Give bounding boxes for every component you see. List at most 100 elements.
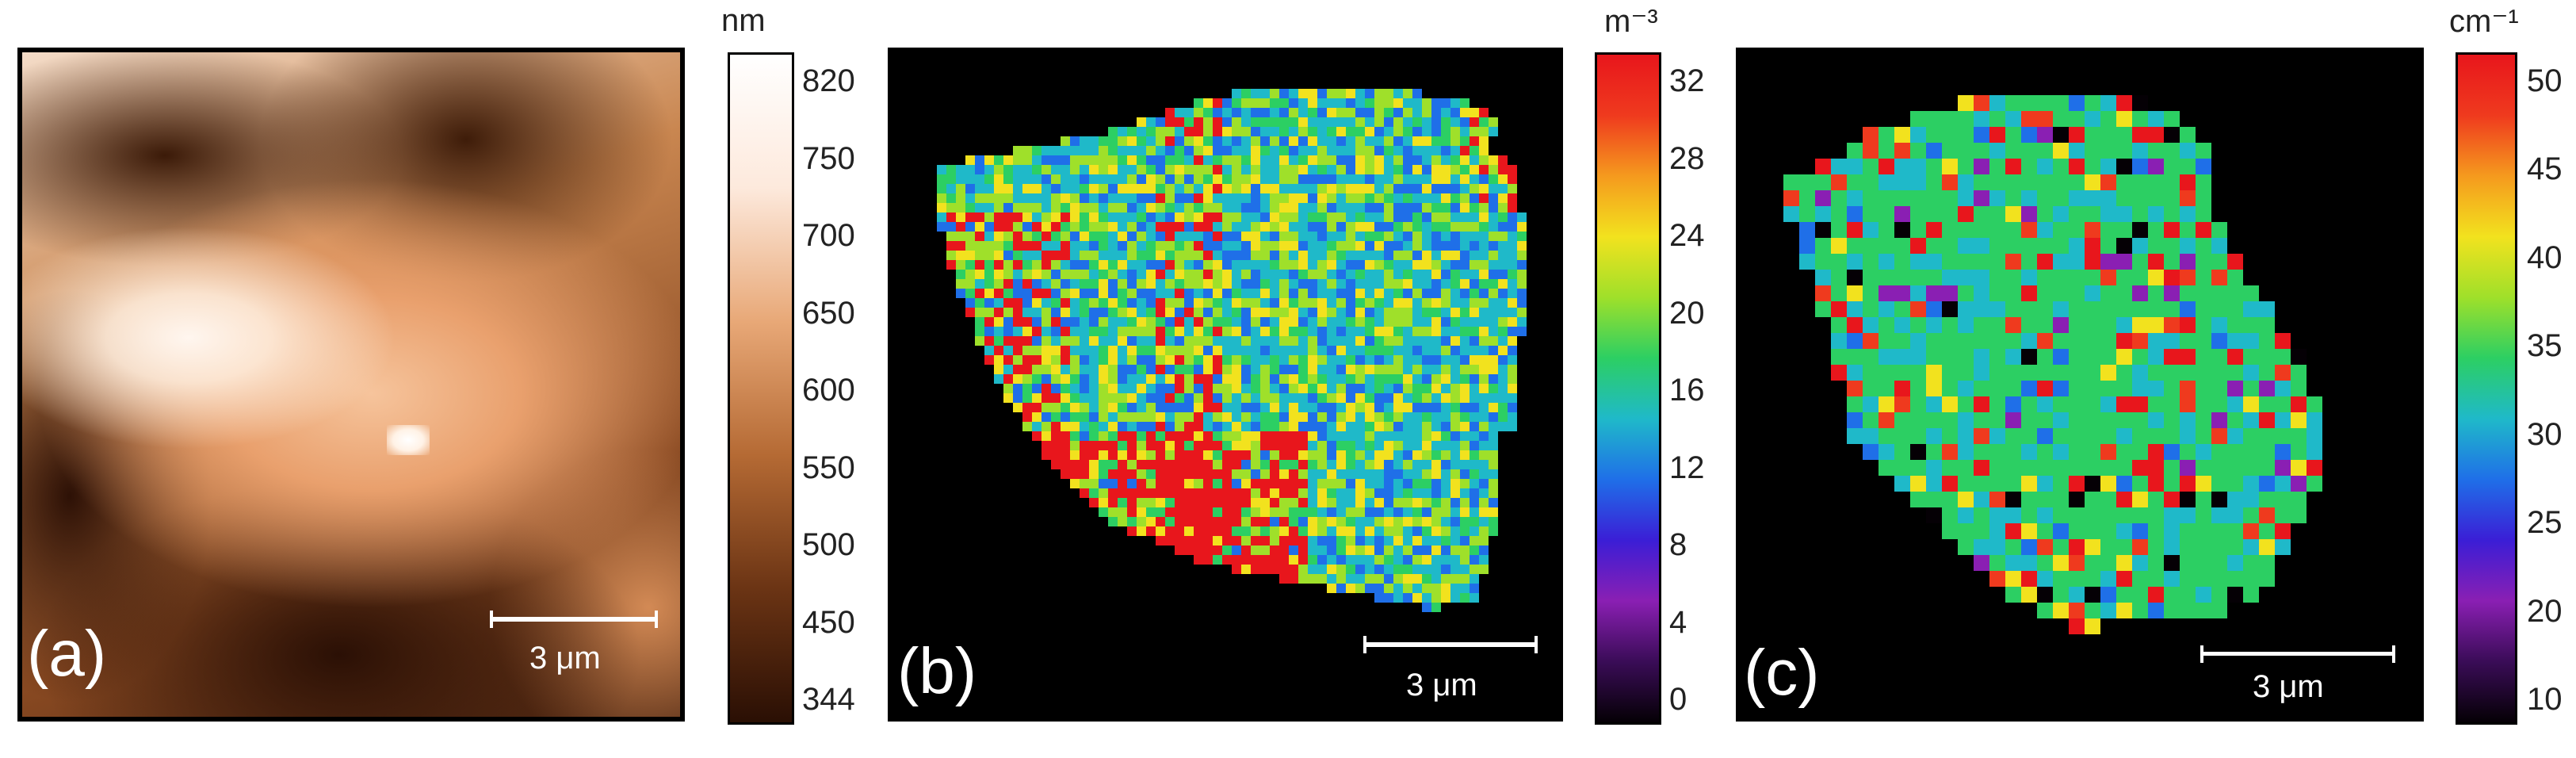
density-pixel bbox=[1374, 574, 1384, 584]
density-pixel bbox=[1156, 317, 1165, 327]
density-pixel bbox=[1431, 603, 1441, 612]
density-pixel bbox=[1146, 469, 1156, 479]
absorption-pixel bbox=[2053, 381, 2069, 396]
density-pixel bbox=[1137, 450, 1146, 460]
density-pixel bbox=[994, 327, 1003, 336]
absorption-pixel bbox=[2259, 301, 2275, 317]
density-pixel bbox=[1061, 279, 1070, 289]
density-pixel bbox=[1061, 450, 1070, 460]
density-pixel bbox=[1355, 308, 1365, 317]
density-pixel bbox=[1099, 174, 1108, 184]
density-pixel bbox=[1374, 584, 1384, 593]
density-pixel bbox=[1184, 546, 1194, 555]
density-pixel bbox=[1070, 393, 1080, 403]
density-pixel bbox=[1213, 203, 1222, 212]
absorption-pixel bbox=[2053, 301, 2069, 317]
absorption-pixel bbox=[2180, 412, 2196, 428]
density-pixel bbox=[1422, 517, 1431, 526]
absorption-pixel bbox=[2085, 444, 2100, 460]
absorption-pixel bbox=[1863, 238, 1878, 254]
absorption-pixel bbox=[1974, 349, 1989, 365]
density-pixel bbox=[1355, 193, 1365, 203]
density-pixel bbox=[1431, 507, 1441, 517]
density-pixel bbox=[1061, 308, 1070, 317]
density-pixel bbox=[1470, 555, 1479, 565]
density-pixel bbox=[1080, 270, 1089, 279]
density-pixel bbox=[1355, 346, 1365, 355]
absorption-pixel bbox=[2005, 143, 2021, 159]
density-pixel bbox=[1241, 393, 1251, 403]
density-pixel bbox=[1022, 355, 1032, 365]
absorption-pixel bbox=[1974, 539, 1989, 555]
density-pixel bbox=[1156, 441, 1165, 450]
density-pixel bbox=[1137, 365, 1146, 374]
absorption-pixel bbox=[2196, 460, 2211, 476]
density-pixel bbox=[1365, 317, 1374, 327]
density-pixel bbox=[1308, 136, 1317, 146]
density-pixel bbox=[1450, 507, 1460, 517]
density-pixel bbox=[1470, 450, 1479, 460]
density-pixel bbox=[1450, 108, 1460, 117]
density-pixel bbox=[956, 270, 965, 279]
density-pixel bbox=[1118, 184, 1127, 193]
absorption-pixel bbox=[1894, 412, 1910, 428]
density-pixel bbox=[1450, 336, 1460, 346]
density-pixel bbox=[1279, 327, 1289, 336]
density-pixel bbox=[1222, 384, 1232, 393]
density-pixel bbox=[1393, 546, 1403, 555]
density-pixel bbox=[1089, 412, 1099, 422]
density-pixel bbox=[1279, 546, 1289, 555]
density-pixel bbox=[1003, 365, 1013, 374]
density-pixel bbox=[1080, 308, 1089, 317]
absorption-pixel bbox=[2100, 539, 2116, 555]
density-pixel bbox=[1317, 174, 1327, 184]
density-pixel bbox=[1070, 241, 1080, 251]
density-pixel bbox=[1441, 460, 1450, 469]
density-pixel bbox=[1137, 403, 1146, 412]
density-pixel bbox=[1232, 479, 1241, 488]
absorption-pixel bbox=[2116, 603, 2132, 618]
density-pixel bbox=[1412, 289, 1422, 298]
density-pixel bbox=[1251, 517, 1260, 526]
absorption-pixel bbox=[1926, 507, 1942, 523]
absorption-pixel bbox=[1989, 285, 2005, 301]
density-pixel bbox=[1479, 222, 1489, 232]
density-pixel bbox=[1022, 403, 1032, 412]
density-pixel bbox=[1355, 165, 1365, 174]
absorption-pixel bbox=[1910, 222, 1926, 238]
absorption-pixel bbox=[1894, 270, 1910, 285]
absorption-pixel bbox=[1878, 365, 1894, 381]
density-pixel bbox=[1127, 165, 1137, 174]
density-pixel bbox=[1213, 232, 1222, 241]
density-pixel bbox=[965, 232, 975, 241]
density-pixel bbox=[1165, 222, 1175, 232]
density-pixel bbox=[1317, 441, 1327, 450]
absorption-pixel bbox=[2021, 159, 2037, 174]
density-pixel bbox=[1298, 517, 1308, 526]
density-pixel bbox=[1470, 127, 1479, 136]
density-pixel bbox=[1222, 536, 1232, 546]
density-pixel bbox=[1184, 403, 1194, 412]
density-pixel bbox=[1003, 174, 1013, 184]
density-pixel bbox=[1479, 555, 1489, 565]
density-pixel bbox=[1251, 155, 1260, 165]
density-pixel bbox=[1061, 403, 1070, 412]
density-pixel bbox=[1384, 526, 1393, 536]
density-pixel bbox=[1222, 498, 1232, 507]
density-pixel bbox=[1108, 260, 1118, 270]
density-pixel bbox=[1251, 374, 1260, 384]
density-pixel bbox=[1308, 155, 1317, 165]
absorption-pixel bbox=[2116, 460, 2132, 476]
density-pixel bbox=[1108, 203, 1118, 212]
colorbar-tick-label: 35 bbox=[2527, 328, 2563, 364]
absorption-pixel bbox=[1926, 174, 1942, 190]
density-pixel bbox=[946, 212, 956, 222]
density-pixel bbox=[1279, 270, 1289, 279]
density-pixel bbox=[1108, 279, 1118, 289]
density-pixel bbox=[1013, 174, 1022, 184]
density-pixel bbox=[1279, 565, 1289, 574]
density-pixel bbox=[1412, 270, 1422, 279]
density-pixel bbox=[1032, 336, 1041, 346]
absorption-pixel bbox=[2069, 428, 2085, 444]
density-pixel bbox=[1289, 546, 1298, 555]
